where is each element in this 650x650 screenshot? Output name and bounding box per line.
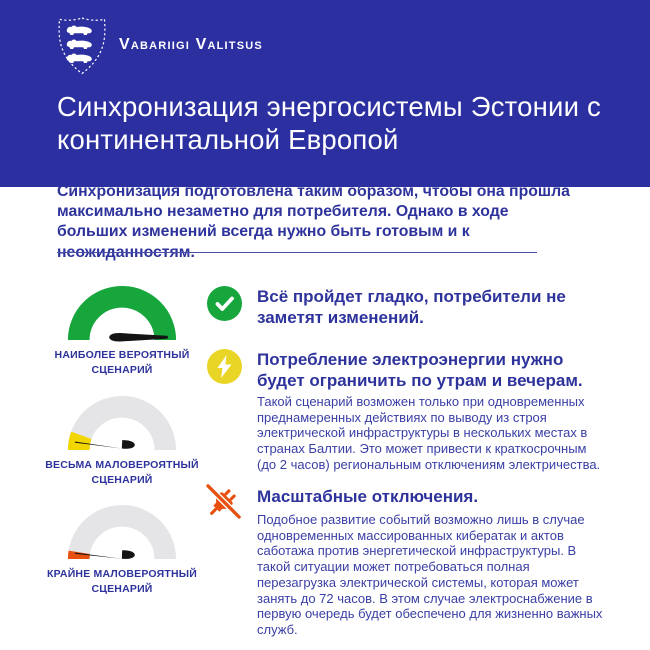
lion-figures [66, 25, 92, 63]
gauge-needle [109, 333, 169, 342]
scenario-label: КРАЙНЕ МАЛОВЕРОЯТНЫЙ СЦЕНАРИЙ [47, 568, 197, 595]
divider-line [57, 252, 537, 253]
scenario-label: НАИБОЛЕЕ ВЕРОЯТНЫЙ СЦЕНАРИЙ [54, 349, 190, 376]
gauge-arc [67, 286, 177, 341]
lightning-bolt-icon [207, 349, 242, 384]
check-circle-icon [207, 286, 242, 321]
page-title: Синхронизация энергосистемы Эстонии с ко… [57, 91, 601, 156]
gauge-needle [74, 440, 135, 449]
outcome-heading-smooth: Всё пройдет гладко, потребители не замет… [257, 287, 566, 328]
scenario-label: ВЕСЬМА МАЛОВЕРОЯТНЫЙ СЦЕНАРИЙ [45, 459, 199, 486]
org-name: Vabariigi Valitsus [119, 36, 263, 53]
gauge-yellow-segment-icon [67, 396, 177, 451]
scenario-most-likely: НАИБОЛЕЕ ВЕРОЯТНЫЙ СЦЕНАРИЙ [37, 281, 207, 377]
outcome-heading-restrictions: Потребление электроэнергии нужно будет о… [257, 350, 583, 391]
shield-outline [58, 17, 106, 75]
scenario-extremely-unlikely: КРАЙНЕ МАЛОВЕРОЯТНЫЙ СЦЕНАРИЙ [37, 500, 207, 596]
gauge-green-icon [67, 286, 177, 342]
scenario-very-unlikely: ВЕСЬМА МАЛОВЕРОЯТНЫЙ СЦЕНАРИЙ [37, 391, 207, 487]
gauge-arc [67, 396, 177, 451]
gauge-red-segment-icon [67, 505, 177, 560]
gauge-needle [74, 550, 135, 559]
header: Vabariigi Valitsus Синхронизация энергос… [0, 0, 650, 187]
gauge-arc [67, 505, 177, 560]
estonia-coat-of-arms-logo [58, 17, 106, 75]
outcome-body-blackouts: Подобное развитие событий возможно лишь … [257, 512, 603, 638]
outcome-heading-blackouts: Масштабные отключения. [257, 487, 479, 506]
outcome-body-restrictions: Такой сценарий возможен только при однов… [257, 394, 601, 472]
plug-off-icon [204, 482, 243, 521]
intro-text: Синхронизация подготовлена таким образом… [57, 183, 570, 261]
